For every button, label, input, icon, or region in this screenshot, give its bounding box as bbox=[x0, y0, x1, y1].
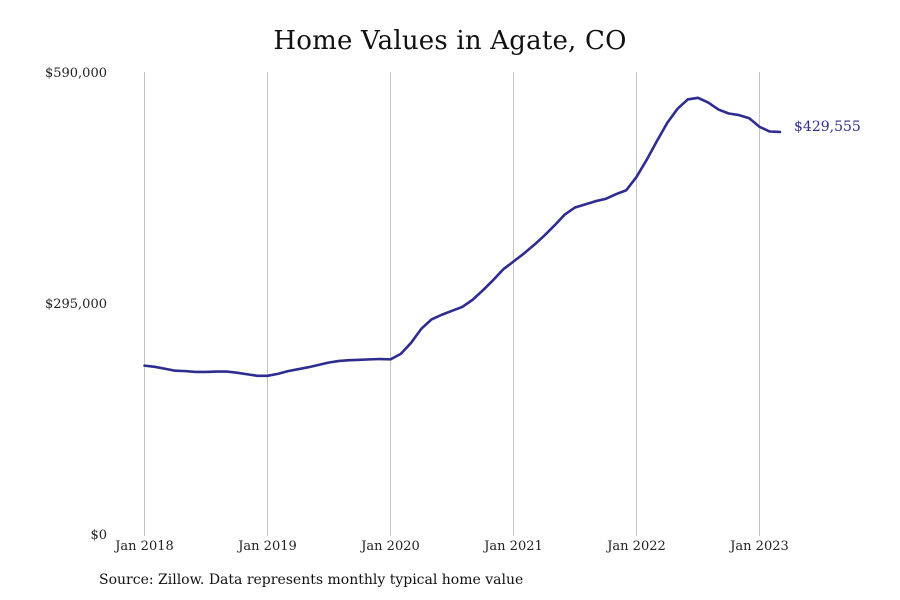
x-tick-label: Jan 2023 bbox=[728, 539, 789, 554]
series-line bbox=[143, 96, 782, 378]
x-tick-label: Jan 2018 bbox=[113, 539, 174, 554]
y-tick-label: $295,000 bbox=[45, 297, 107, 312]
source-note: Source: Zillow. Data represents monthly … bbox=[99, 572, 524, 588]
x-tick-label: Jan 2019 bbox=[236, 539, 297, 554]
gridlines bbox=[144, 72, 760, 536]
x-tick-label: Jan 2020 bbox=[359, 539, 420, 554]
x-tick-label: Jan 2022 bbox=[605, 539, 666, 554]
x-axis: Jan 2018 Jan 2019 Jan 2020 Jan 2021 Jan 2022… bbox=[113, 539, 789, 554]
y-tick-label: $0 bbox=[90, 528, 107, 543]
chart-title: Home Values in Agate, CO bbox=[273, 26, 627, 56]
end-value-label: $429,555 bbox=[794, 119, 861, 135]
y-axis: $0 $295,000 $590,000 bbox=[45, 66, 107, 543]
y-tick-label: $590,000 bbox=[45, 66, 107, 81]
x-tick-label: Jan 2021 bbox=[482, 539, 543, 554]
